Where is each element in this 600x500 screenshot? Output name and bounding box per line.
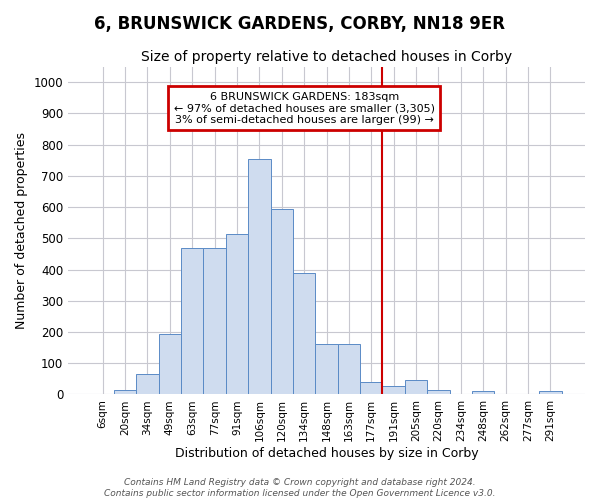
Y-axis label: Number of detached properties: Number of detached properties xyxy=(15,132,28,329)
Bar xyxy=(405,380,427,394)
Bar xyxy=(360,382,382,394)
Title: Size of property relative to detached houses in Corby: Size of property relative to detached ho… xyxy=(141,50,512,64)
Bar xyxy=(539,392,562,394)
Text: 6 BRUNSWICK GARDENS: 183sqm
← 97% of detached houses are smaller (3,305)
3% of s: 6 BRUNSWICK GARDENS: 183sqm ← 97% of det… xyxy=(173,92,434,124)
Text: 6, BRUNSWICK GARDENS, CORBY, NN18 9ER: 6, BRUNSWICK GARDENS, CORBY, NN18 9ER xyxy=(95,15,505,33)
Text: Contains HM Land Registry data © Crown copyright and database right 2024.
Contai: Contains HM Land Registry data © Crown c… xyxy=(104,478,496,498)
Bar xyxy=(427,390,449,394)
Bar xyxy=(158,334,181,394)
Bar xyxy=(181,248,203,394)
Bar xyxy=(472,392,494,394)
Bar xyxy=(226,234,248,394)
Bar xyxy=(136,374,158,394)
Bar xyxy=(382,386,405,394)
Bar xyxy=(338,344,360,395)
X-axis label: Distribution of detached houses by size in Corby: Distribution of detached houses by size … xyxy=(175,447,478,460)
Bar xyxy=(271,208,293,394)
Bar xyxy=(248,158,271,394)
Bar xyxy=(316,344,338,395)
Bar xyxy=(293,272,316,394)
Bar xyxy=(114,390,136,394)
Bar xyxy=(203,248,226,394)
